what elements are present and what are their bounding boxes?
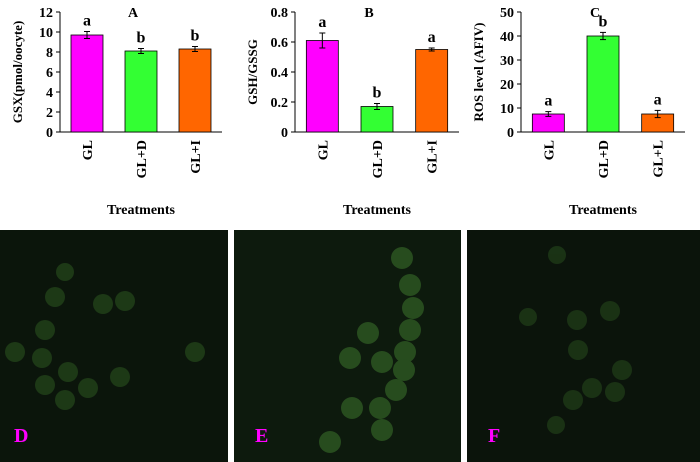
- cells: [5, 263, 205, 410]
- x-axis-label: Treatments: [107, 203, 175, 218]
- y-tick-label: 0: [281, 126, 288, 141]
- y-axis-label: GSX(pmol/oocyte): [10, 21, 25, 124]
- x-tick-label: GL: [81, 140, 96, 160]
- panel-label: F: [488, 425, 500, 447]
- x-tick-label: GL+I: [189, 140, 204, 174]
- bar: [360, 106, 394, 133]
- bar: [178, 48, 212, 133]
- y-tick-label: 50: [500, 6, 514, 21]
- y-tick-label: 0.8: [271, 6, 289, 21]
- y-tick-label: 0: [507, 126, 514, 141]
- panel-title: C: [590, 6, 600, 21]
- panel-f: F: [467, 230, 700, 462]
- significance-letter: a: [544, 93, 552, 110]
- panel-title: B: [364, 6, 373, 21]
- panel-d: D: [0, 230, 228, 462]
- x-axis-label: Treatments: [343, 203, 411, 218]
- bar: [70, 34, 104, 133]
- significance-letter: b: [373, 85, 382, 102]
- panel-title: A: [128, 6, 139, 21]
- x-tick-label: GL+L: [652, 140, 667, 178]
- x-axis-label: Treatments: [569, 203, 637, 218]
- y-tick-label: 0.6: [271, 36, 289, 51]
- x-tick-label: GL+D: [597, 140, 612, 178]
- significance-letter: b: [599, 13, 608, 30]
- cells: [519, 246, 632, 434]
- y-tick-label: 30: [500, 54, 514, 69]
- y-axis-label: ROS level (AFIV): [471, 23, 486, 122]
- y-tick-label: 4: [46, 86, 53, 101]
- y-tick-label: 10: [39, 26, 53, 41]
- bar: [124, 50, 158, 133]
- y-tick-label: 2: [46, 106, 53, 121]
- y-tick-label: 0.4: [271, 66, 289, 81]
- x-tick-label: GL+I: [426, 140, 441, 174]
- y-tick-label: 10: [500, 102, 514, 117]
- y-tick-label: 6: [46, 66, 53, 81]
- x-tick-label: GL: [316, 140, 331, 160]
- x-tick-label: GL+D: [371, 140, 386, 178]
- significance-letter: b: [137, 30, 146, 47]
- significance-letter: b: [191, 28, 200, 45]
- significance-letter: a: [654, 91, 662, 108]
- bar: [305, 40, 339, 133]
- x-tick-label: GL: [542, 140, 557, 160]
- y-tick-label: 8: [46, 46, 53, 61]
- bar: [586, 35, 620, 133]
- y-tick-label: 12: [39, 6, 53, 21]
- cells: [319, 247, 424, 453]
- micrograph: [234, 230, 461, 462]
- panel-label: D: [14, 425, 28, 447]
- significance-letter: a: [428, 29, 436, 46]
- x-tick-label: GL+D: [135, 140, 150, 178]
- bar: [415, 49, 449, 133]
- y-tick-label: 0.2: [271, 96, 289, 111]
- panel-label: E: [255, 425, 268, 447]
- y-tick-label: 40: [500, 30, 514, 45]
- panel-e: E: [234, 230, 461, 462]
- y-tick-label: 20: [500, 78, 514, 93]
- significance-letter: a: [83, 13, 91, 30]
- y-tick-label: 0: [46, 126, 53, 141]
- significance-letter: a: [318, 14, 326, 31]
- y-axis-label: GSH/GSSG: [245, 39, 260, 105]
